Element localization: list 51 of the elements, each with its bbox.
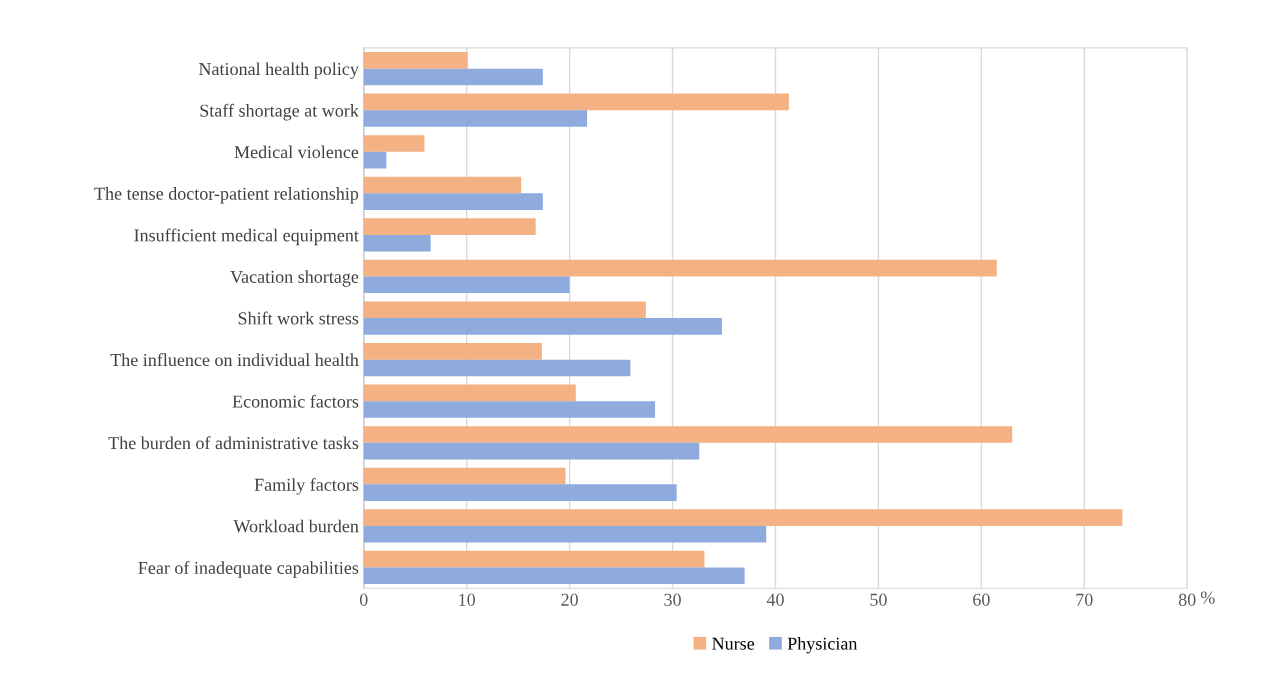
bar (363, 401, 656, 418)
bar (363, 343, 542, 360)
y-tick-label: Fear of inadequate capabilities (138, 561, 359, 578)
y-tick-label: National health policy (198, 62, 359, 79)
bar (363, 426, 1013, 443)
bar (363, 93, 789, 111)
legend-label: Physician (787, 637, 858, 654)
bar (363, 218, 536, 235)
x-tick-label: 80 (1178, 593, 1196, 606)
y-tick-label: Insufficient medical equipment (134, 228, 359, 246)
x-tick-label: 70 (1076, 593, 1093, 606)
bar (363, 467, 566, 485)
bar (363, 484, 677, 501)
bar (363, 550, 705, 568)
bar (363, 359, 631, 377)
bar (363, 525, 767, 543)
bar (363, 52, 468, 69)
y-tick-label: Economic factors (232, 394, 359, 408)
x-tick-label: 20 (561, 593, 578, 606)
bar (363, 259, 997, 277)
bar (363, 301, 646, 319)
y-tick-label: Shift work stress (238, 311, 359, 325)
y-tick-label: The tense doctor-patient relationship (94, 187, 359, 204)
bar (363, 384, 576, 402)
y-tick-label: The burden of administrative tasks (108, 436, 359, 450)
y-tick-label: Workload burden (233, 519, 359, 533)
y-tick-label: The influence on individual health (110, 353, 359, 367)
y-tick-label: Medical violence (234, 145, 359, 159)
bar (363, 193, 543, 210)
bar (363, 110, 588, 127)
bar (363, 442, 700, 460)
bar (363, 151, 387, 169)
bar (363, 567, 745, 585)
bar (363, 276, 570, 294)
x-tick-label: 0 (359, 593, 368, 606)
legend-label: Nurse (712, 637, 755, 650)
y-tick-label: Staff shortage at work (200, 103, 359, 121)
x-tick-label: 40 (766, 593, 784, 606)
x-tick-label: 30 (664, 593, 681, 606)
bar (363, 234, 431, 252)
x-tick-label: 10 (459, 593, 476, 606)
x-tick-label: 50 (870, 593, 887, 606)
x-axis-title: % (1200, 591, 1215, 604)
bar (363, 68, 543, 86)
bar (363, 509, 1123, 526)
bar (363, 135, 425, 152)
bar (363, 318, 722, 335)
y-tick-label: Vacation shortage (230, 270, 359, 287)
x-tick-label: 60 (973, 593, 990, 606)
bar (363, 176, 522, 194)
y-tick-label: Family factors (254, 477, 359, 495)
